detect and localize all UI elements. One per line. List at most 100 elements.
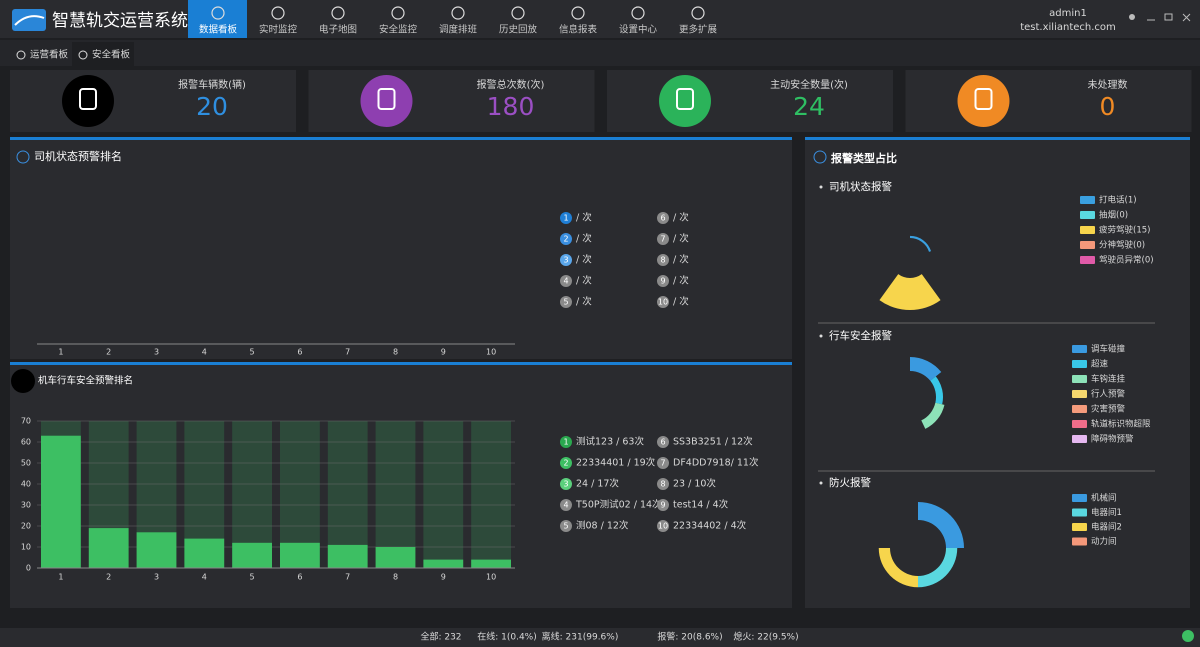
tab[interactable]: 安全看板 bbox=[92, 49, 131, 61]
nav-icon[interactable] bbox=[631, 6, 645, 20]
status-item: 在线: 1(0.4%) bbox=[477, 631, 537, 643]
legend-label: 灾害预警 bbox=[1091, 404, 1126, 415]
legend-swatch bbox=[1072, 435, 1087, 443]
nav-icon[interactable] bbox=[211, 6, 225, 20]
nav-icon[interactable] bbox=[271, 6, 285, 20]
x-tick-label: 7 bbox=[345, 573, 350, 582]
rank-number: 10 bbox=[658, 522, 668, 531]
rank-text: SS3B3251 / 12次 bbox=[673, 436, 753, 448]
y-tick-label: 60 bbox=[21, 438, 31, 447]
logo-mark bbox=[14, 15, 45, 26]
legend-label: 驾驶员异常(0) bbox=[1099, 255, 1154, 266]
tab[interactable]: 运营看板 bbox=[30, 49, 69, 61]
legend-swatch bbox=[1072, 390, 1087, 398]
rank-badge bbox=[657, 520, 669, 532]
rank-badge bbox=[560, 499, 572, 511]
legend-swatch bbox=[1072, 420, 1087, 428]
rose-sector bbox=[918, 502, 964, 548]
nav-item[interactable]: 数据看板 bbox=[199, 24, 238, 36]
y-tick-label: 70 bbox=[21, 417, 31, 426]
panel-icon bbox=[813, 150, 827, 164]
app-title: 智慧轨交运营系统 bbox=[52, 11, 188, 31]
close[interactable] bbox=[1182, 13, 1191, 22]
panel-title: 机车行车安全预警排名 bbox=[38, 375, 133, 387]
nav-item[interactable]: 调度排班 bbox=[439, 24, 478, 36]
status-icon[interactable] bbox=[1182, 630, 1194, 642]
rose-sector bbox=[918, 548, 958, 588]
stat-value: 180 bbox=[487, 92, 535, 121]
rank-badge bbox=[560, 212, 572, 224]
nav-icon[interactable] bbox=[571, 6, 585, 20]
rank-badge bbox=[657, 499, 669, 511]
legend-label: 行人预警 bbox=[1091, 389, 1126, 400]
y-tick-label: 50 bbox=[21, 459, 31, 468]
nav-icon[interactable] bbox=[391, 6, 405, 20]
rank-number: 1 bbox=[563, 214, 568, 223]
rank-text: T50P测试02 / 14次 bbox=[575, 499, 662, 511]
window-controls[interactable] bbox=[1129, 13, 1191, 22]
nav-item[interactable]: 安全监控 bbox=[379, 24, 418, 36]
rank-number: 1 bbox=[563, 438, 568, 447]
rose-sector bbox=[921, 402, 945, 429]
rank-text: DF4DD7918/ 11次 bbox=[673, 457, 759, 469]
bar bbox=[41, 435, 81, 568]
x-tick-label: 7 bbox=[345, 348, 350, 357]
legend-label: 轨道标识物超限 bbox=[1091, 419, 1151, 430]
legend-swatch bbox=[1072, 345, 1087, 353]
stat-label: 报警车辆数(辆) bbox=[178, 78, 246, 91]
bar bbox=[423, 559, 464, 568]
stat-value: 24 bbox=[793, 92, 825, 121]
rank-text: / 次 bbox=[576, 212, 592, 224]
x-tick-label: 8 bbox=[393, 573, 398, 582]
rank-number: 2 bbox=[563, 235, 568, 244]
nav-icon[interactable] bbox=[451, 6, 465, 20]
rank-text: / 次 bbox=[576, 275, 592, 287]
user-icon[interactable] bbox=[1129, 14, 1135, 20]
nav-item[interactable]: 电子地图 bbox=[319, 24, 357, 36]
maximize[interactable] bbox=[1164, 13, 1173, 21]
rank-number: 5 bbox=[563, 298, 568, 307]
nav-icon[interactable] bbox=[511, 6, 525, 20]
nav-item[interactable]: 设置中心 bbox=[619, 24, 658, 36]
rank-badge bbox=[560, 478, 572, 490]
nav-icon[interactable] bbox=[691, 6, 705, 20]
rank-badge bbox=[657, 233, 669, 245]
y-tick-label: 40 bbox=[21, 480, 31, 489]
panel-icon bbox=[16, 150, 30, 164]
nav-icon[interactable] bbox=[331, 6, 345, 20]
rank-number: 3 bbox=[563, 256, 568, 265]
tab-icon[interactable] bbox=[16, 50, 26, 60]
rank-number: 9 bbox=[660, 501, 665, 510]
bar bbox=[471, 559, 511, 568]
rank-badge bbox=[560, 296, 572, 308]
x-tick-label: 1 bbox=[58, 573, 63, 582]
stat-value: 0 bbox=[1100, 92, 1116, 121]
nav-item[interactable]: 历史回放 bbox=[499, 24, 538, 36]
panel-accent bbox=[805, 137, 1190, 140]
rank-number: 3 bbox=[563, 480, 568, 489]
rank-badge bbox=[560, 233, 572, 245]
legend-label: 电器间1 bbox=[1091, 507, 1122, 518]
legend-swatch bbox=[1080, 211, 1095, 219]
x-tick-label: 1 bbox=[58, 348, 63, 357]
tab-icon[interactable] bbox=[78, 50, 88, 60]
rank-number: 7 bbox=[660, 459, 665, 468]
rank-number: 9 bbox=[660, 277, 665, 286]
bar-track bbox=[471, 421, 511, 568]
nav-item[interactable]: 更多扩展 bbox=[679, 24, 718, 36]
bar bbox=[232, 542, 272, 568]
legend-label: 机械间 bbox=[1091, 493, 1117, 504]
stat-icon-glyph bbox=[676, 88, 694, 110]
nav-item[interactable]: 信息报表 bbox=[559, 24, 598, 36]
rank-text: / 次 bbox=[673, 275, 689, 287]
stat-icon bbox=[360, 75, 413, 127]
x-tick-label: 8 bbox=[393, 348, 398, 357]
x-tick-label: 4 bbox=[202, 573, 207, 582]
panel-icon bbox=[11, 369, 35, 393]
user-name: admin1 bbox=[1049, 8, 1087, 19]
x-tick-label: 6 bbox=[297, 348, 302, 357]
y-tick-label: 30 bbox=[21, 501, 31, 510]
nav-item[interactable]: 实时监控 bbox=[259, 24, 298, 36]
panel-title: 报警类型占比 bbox=[831, 151, 897, 165]
